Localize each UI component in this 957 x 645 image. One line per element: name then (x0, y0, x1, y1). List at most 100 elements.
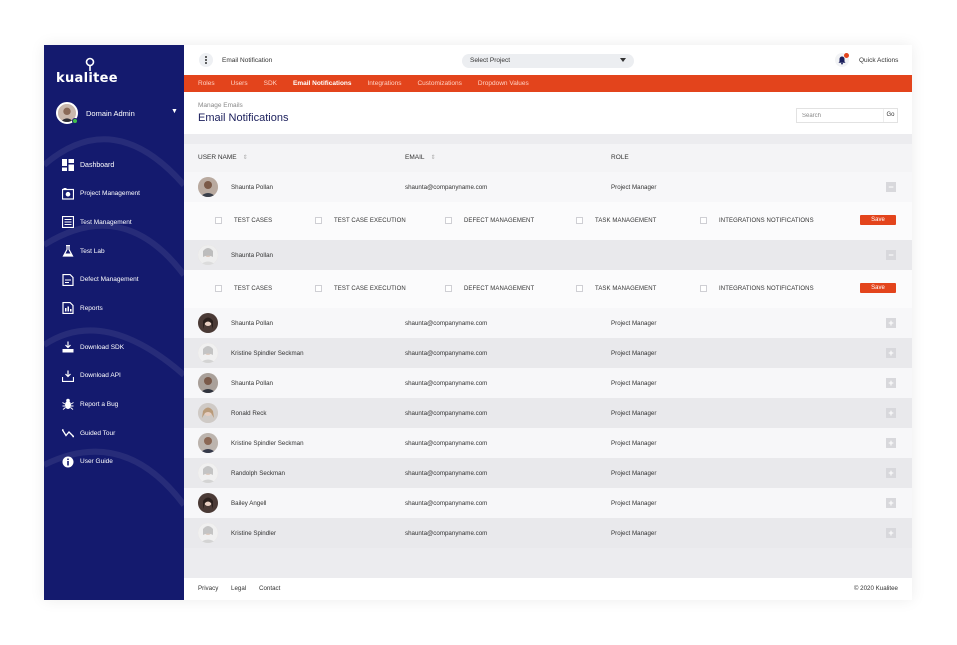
email-cell: shaunta@companyname.com (405, 440, 488, 447)
footer-link-contact[interactable]: Contact (259, 585, 281, 592)
expand-row-button[interactable]: + (886, 408, 896, 418)
sidebar-item-label: User Guide (80, 458, 113, 466)
sidebar-item-defect-management[interactable]: Defect Management (62, 265, 182, 294)
table-row[interactable]: Randolph Seckman shaunta@companyname.com… (184, 458, 912, 488)
breadcrumb[interactable]: Manage Emails (198, 102, 243, 109)
table-row[interactable]: Shaunta Pollan − (184, 240, 912, 270)
chevron-down-icon[interactable]: ▼ (171, 108, 178, 115)
sidebar-item-test-lab[interactable]: Test Lab (62, 237, 182, 266)
quick-actions-link[interactable]: Quick Actions (859, 57, 899, 64)
expand-row-button[interactable]: + (886, 348, 896, 358)
checkbox[interactable] (315, 217, 322, 224)
checkbox[interactable] (445, 285, 452, 292)
permission-label: DEFECT MANAGEMENT (464, 217, 535, 224)
permission-integrations-notifications[interactable]: INTEGRATIONS NOTIFICATIONS (700, 217, 814, 224)
sidebar-item-dashboard[interactable]: Dashboard (62, 151, 182, 180)
checkbox[interactable] (215, 217, 222, 224)
column-header-user-name[interactable]: USER NAME ⇕ (198, 154, 248, 161)
user-name-cell: Shaunta Pollan (231, 184, 273, 191)
permission-defect-management[interactable]: DEFECT MANAGEMENT (445, 285, 534, 292)
page-title: Email Notifications (198, 112, 289, 124)
save-button[interactable]: Save (860, 283, 896, 293)
search-input[interactable] (797, 109, 883, 122)
project-select[interactable]: Select Project (462, 54, 634, 68)
tab-customizations[interactable]: Customizations (417, 80, 462, 87)
tab-dropdown-values[interactable]: Dropdown Values (477, 80, 529, 87)
footer-link-legal[interactable]: Legal (231, 585, 247, 592)
table-row[interactable]: Kristine Spindler Seckman shaunta@compan… (184, 338, 912, 368)
kebab-menu-icon[interactable] (199, 53, 213, 67)
table-row[interactable]: Shaunta Pollan shaunta@companyname.com P… (184, 308, 912, 338)
checkbox[interactable] (215, 285, 222, 292)
permission-task-management[interactable]: TASK MANAGEMENT (576, 217, 656, 224)
search-box: Go (796, 108, 898, 123)
search-go-button[interactable]: Go (883, 109, 897, 122)
checkbox[interactable] (315, 285, 322, 292)
email-cell: shaunta@companyname.com (405, 380, 488, 387)
logo-mark-icon (85, 57, 95, 71)
expand-row-button[interactable]: + (886, 438, 896, 448)
permission-task-management[interactable]: TASK MANAGEMENT (576, 285, 656, 292)
permission-test-case-execution[interactable]: TEST CASE EXECUTION (315, 285, 406, 292)
save-button[interactable]: Save (860, 215, 896, 225)
table-row[interactable]: Bailey Angell shaunta@companyname.com Pr… (184, 488, 912, 518)
sidebar-item-download-sdk[interactable]: Download SDK (62, 333, 182, 362)
user-name-cell: Shaunta Pollan (231, 320, 273, 327)
checkbox[interactable] (445, 217, 452, 224)
table-row[interactable]: Ronald Reck shaunta@companyname.com Proj… (184, 398, 912, 428)
tab-sdk[interactable]: SDK (263, 80, 277, 87)
sidebar-item-test-management[interactable]: Test Management (62, 208, 182, 237)
user-menu[interactable]: Domain Admin ▼ (56, 102, 178, 128)
role-cell: Project Manager (611, 530, 657, 537)
sidebar-item-reports[interactable]: Reports (62, 294, 182, 323)
expand-row-button[interactable]: + (886, 468, 896, 478)
permission-test-cases[interactable]: TEST CASES (215, 217, 272, 224)
sort-icon[interactable]: ⇕ (242, 155, 248, 161)
expand-row-button[interactable]: + (886, 318, 896, 328)
table-row[interactable]: Shaunta Pollan shaunta@companyname.com P… (184, 172, 912, 202)
sidebar-nav-primary: Dashboard Project Management Test Manage… (62, 151, 182, 323)
sidebar-item-report-bug[interactable]: Report a Bug (62, 390, 182, 419)
guided-tour-icon (62, 429, 74, 438)
avatar (198, 343, 218, 363)
tab-users[interactable]: Users (230, 80, 248, 87)
tab-roles[interactable]: Roles (198, 80, 215, 87)
checkbox[interactable] (700, 285, 707, 292)
avatar (198, 463, 218, 483)
checkbox[interactable] (576, 285, 583, 292)
expand-row-button[interactable]: + (886, 378, 896, 388)
footer-link-privacy[interactable]: Privacy (198, 585, 219, 592)
sidebar-item-guided-tour[interactable]: Guided Tour (62, 419, 182, 448)
sidebar-item-project-management[interactable]: Project Management (62, 180, 182, 209)
sort-icon[interactable]: ⇕ (430, 155, 436, 161)
user-name-cell: Randolph Seckman (231, 470, 286, 477)
tab-integrations[interactable]: Integrations (367, 80, 402, 87)
permission-defect-management[interactable]: DEFECT MANAGEMENT (445, 217, 534, 224)
sidebar-item-download-api[interactable]: Download API (62, 362, 182, 391)
dashboard-icon (62, 159, 74, 172)
column-header-email[interactable]: EMAIL ⇕ (405, 154, 436, 161)
kualitee-logo[interactable]: kualitee (56, 57, 118, 89)
sidebar-item-user-guide[interactable]: User Guide (62, 447, 182, 476)
expand-row-button[interactable]: + (886, 498, 896, 508)
permission-integrations-notifications[interactable]: INTEGRATIONS NOTIFICATIONS (700, 285, 814, 292)
defect-icon (62, 273, 74, 286)
checkbox[interactable] (576, 217, 583, 224)
checkbox[interactable] (700, 217, 707, 224)
table-row[interactable]: Kristine Spindler shaunta@companyname.co… (184, 518, 912, 548)
expand-row-button[interactable]: + (886, 528, 896, 538)
permission-test-case-execution[interactable]: TEST CASE EXECUTION (315, 217, 406, 224)
table-row[interactable]: Shaunta Pollan shaunta@companyname.com P… (184, 368, 912, 398)
collapse-row-button[interactable]: − (886, 182, 896, 192)
permission-test-cases[interactable]: TEST CASES (215, 285, 272, 292)
user-avatar-icon (198, 433, 218, 453)
tab-email-notifications[interactable]: Email Notifications (292, 80, 352, 87)
download-api-icon (62, 370, 74, 382)
bug-icon (62, 399, 74, 411)
permission-label: TEST CASE EXECUTION (334, 285, 406, 292)
table-row[interactable]: Kristine Spindler Seckman shaunta@compan… (184, 428, 912, 458)
notifications-button[interactable] (835, 53, 849, 67)
collapse-row-button[interactable]: − (886, 250, 896, 260)
email-cell: shaunta@companyname.com (405, 530, 488, 537)
column-label: USER NAME (198, 154, 237, 161)
